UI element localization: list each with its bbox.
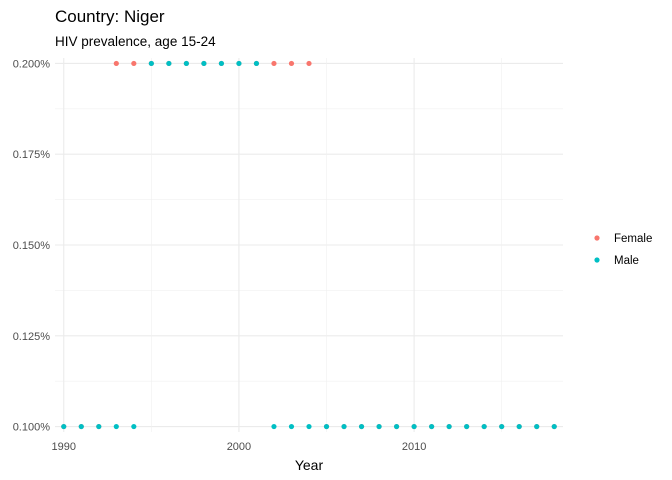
point-male-2001 [253, 60, 260, 67]
point-male-1990 [61, 423, 67, 430]
x-axis-tick-labels: 1990 2000 2010 [52, 441, 427, 453]
grid-lines [55, 58, 563, 432]
point-male-2016 [516, 423, 522, 430]
x-tick-label-0: 1990 [52, 441, 76, 453]
point-male-2007 [358, 423, 365, 430]
point-male-2018 [551, 423, 557, 430]
legend: Female Male [594, 233, 652, 267]
y-tick-label-4: 0.200% [13, 58, 51, 70]
point-male-2005 [323, 423, 330, 430]
point-male-1996 [166, 60, 172, 67]
legend-key-male [594, 257, 600, 263]
x-tick-label-1: 2000 [227, 441, 251, 453]
point-female-1994 [131, 60, 137, 67]
data-points [61, 60, 557, 430]
point-male-1991 [78, 423, 84, 430]
point-male-1992 [96, 423, 102, 430]
point-male-1993 [113, 423, 119, 430]
point-male-2015 [499, 423, 505, 430]
point-male-2013 [464, 423, 470, 430]
legend-key-female [594, 235, 600, 241]
point-male-2012 [446, 423, 452, 430]
series-male [61, 60, 557, 430]
legend-item-female: Female [594, 233, 652, 245]
point-male-2011 [429, 423, 435, 430]
point-female-1993 [113, 60, 119, 67]
point-male-2002 [271, 423, 277, 430]
point-male-1999 [218, 60, 225, 67]
point-male-2014 [481, 423, 487, 430]
point-male-2006 [341, 423, 347, 430]
x-tick-label-2: 2010 [402, 441, 426, 453]
point-male-2000 [236, 60, 242, 67]
point-male-2003 [288, 423, 295, 430]
point-female-2003 [288, 60, 295, 67]
y-axis-tick-labels: 0.100% 0.125% 0.150% 0.175% 0.200% [13, 58, 51, 433]
x-axis-title: Year [295, 457, 324, 473]
point-male-2008 [376, 423, 382, 430]
point-male-2017 [534, 423, 540, 430]
point-male-1997 [183, 60, 189, 67]
point-male-2010 [411, 423, 417, 430]
point-male-1998 [201, 60, 207, 67]
legend-label-female: Female [614, 233, 652, 245]
point-male-1994 [131, 423, 137, 430]
chart-subtitle: HIV prevalence, age 15-24 [55, 34, 216, 49]
point-male-1995 [148, 60, 154, 67]
point-male-2009 [393, 423, 400, 430]
point-female-2004 [306, 60, 312, 67]
y-tick-label-3: 0.175% [13, 149, 51, 161]
y-tick-label-2: 0.150% [13, 240, 51, 252]
legend-label-male: Male [614, 255, 639, 267]
chart-title: Country: Niger [55, 7, 165, 26]
y-tick-label-1: 0.125% [13, 331, 51, 343]
point-male-2004 [306, 423, 312, 430]
point-female-2002 [271, 60, 277, 67]
y-tick-label-0: 0.100% [13, 422, 51, 434]
legend-item-male: Male [594, 255, 639, 267]
